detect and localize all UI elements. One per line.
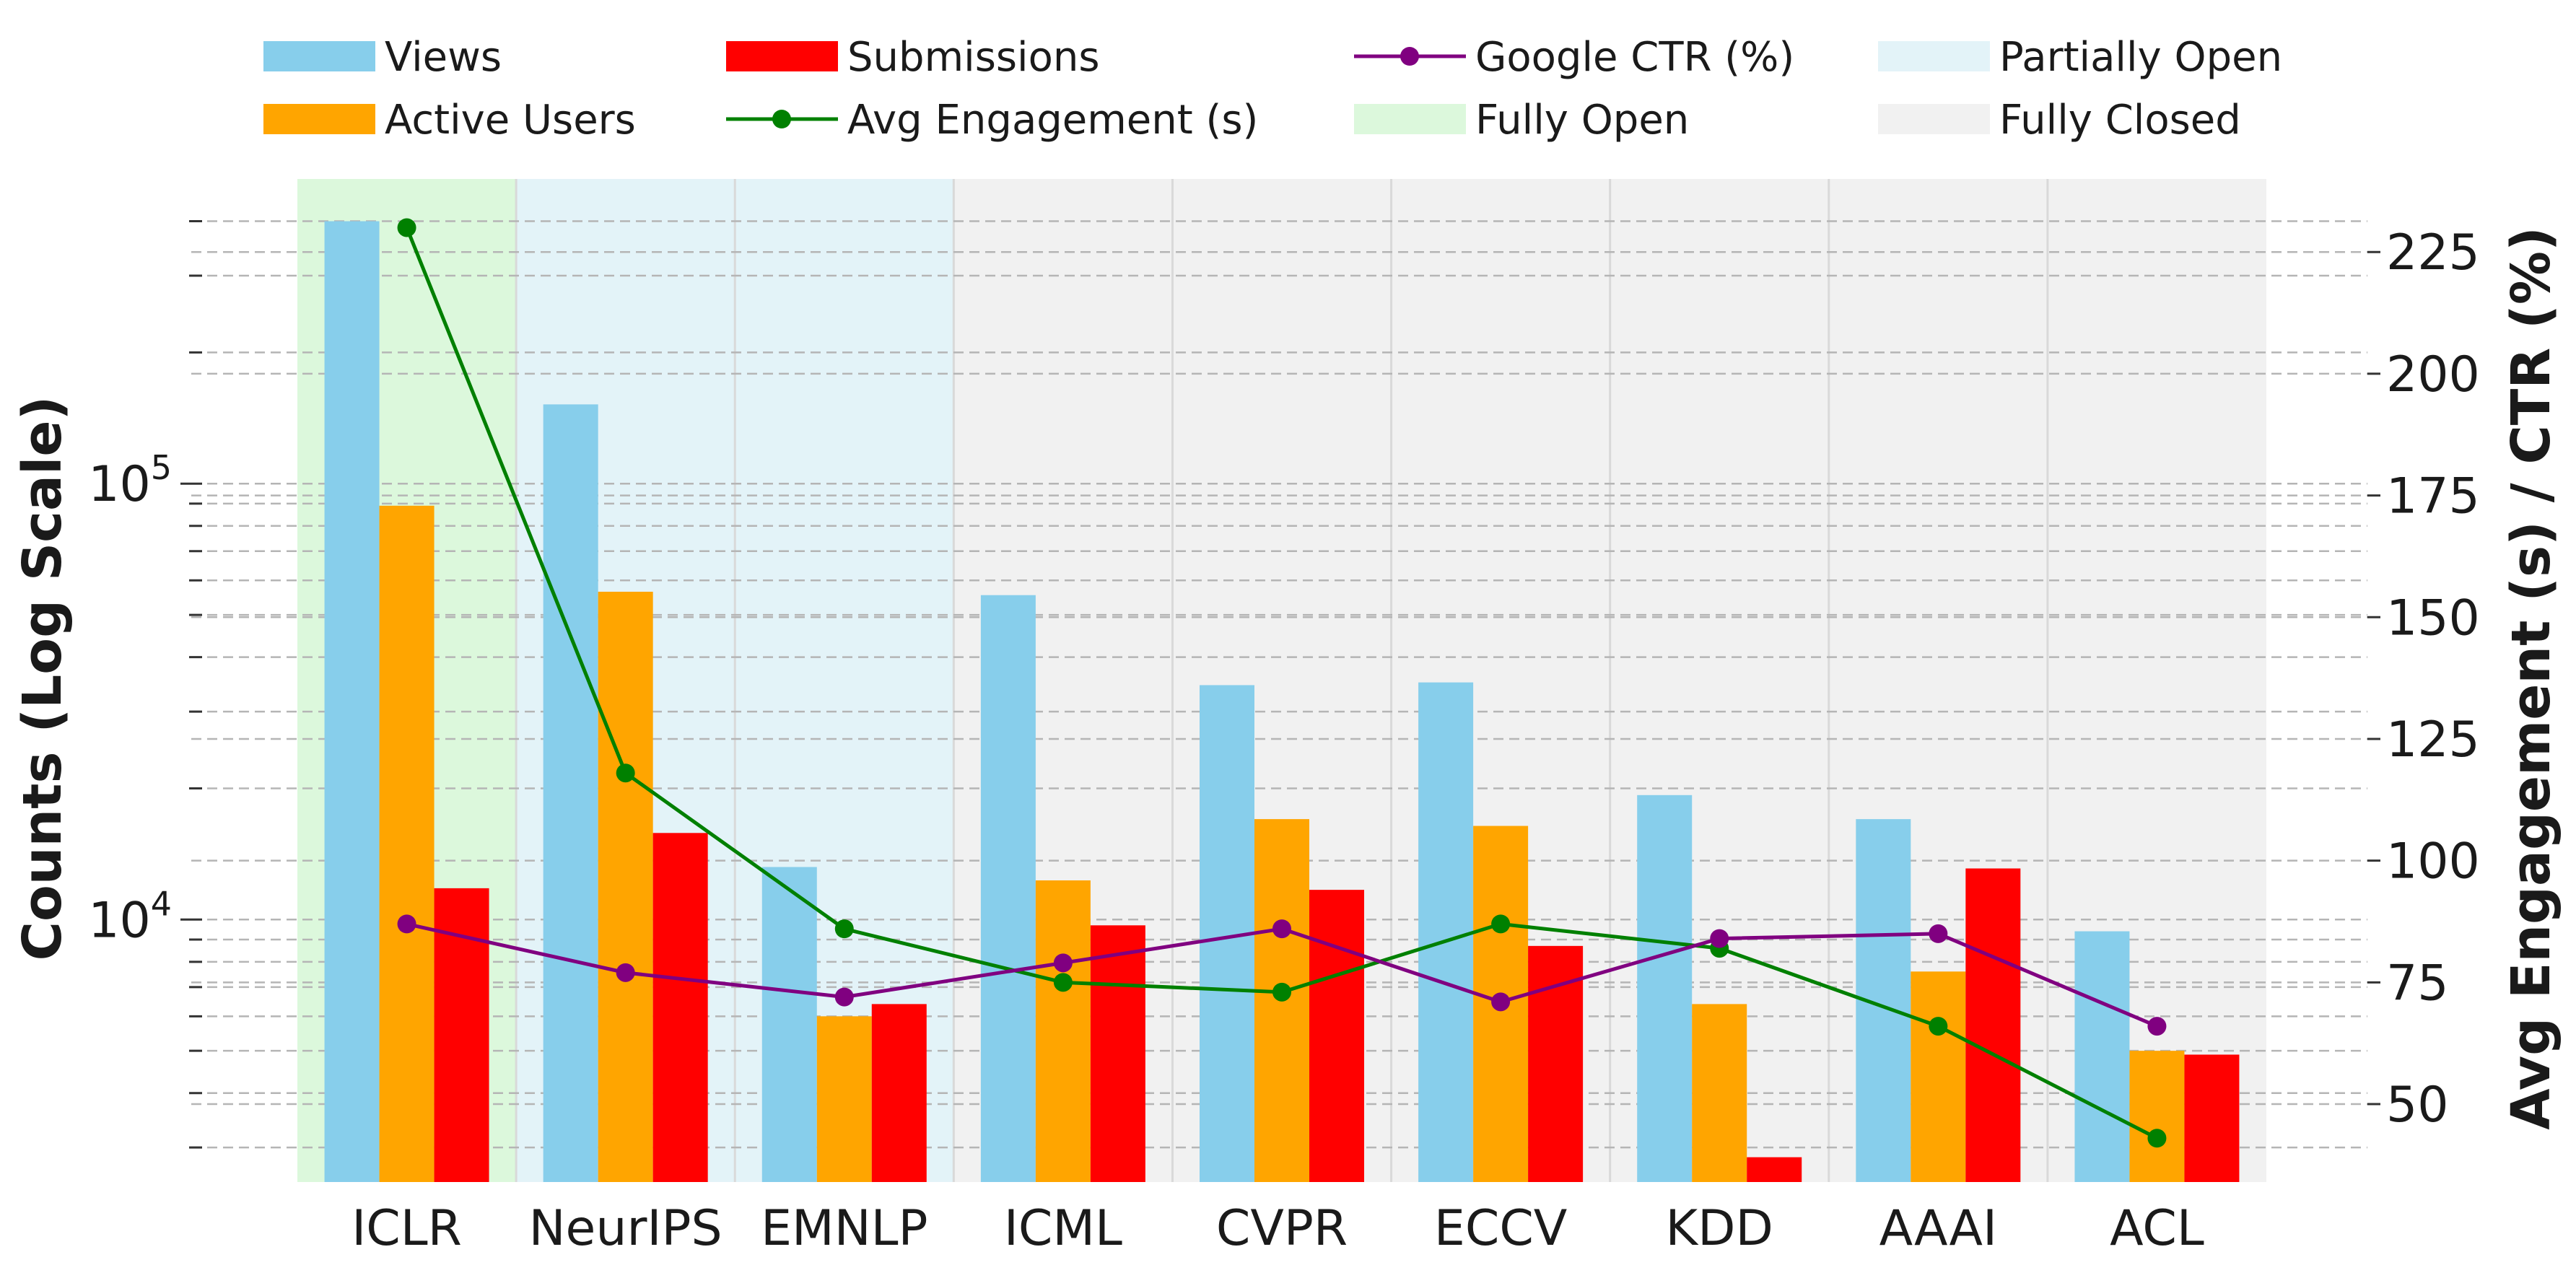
left-tick-label: 104 — [88, 884, 172, 949]
right-tick-label: 125 — [2386, 712, 2480, 769]
right-tick-label: 150 — [2386, 590, 2480, 647]
x-tick-label-aaai: AAAI — [1879, 1200, 1997, 1257]
right-axis-title: Avg Engagement (s) / CTR (%) — [2500, 227, 2562, 1130]
bar-submissions-emnlp — [871, 1004, 927, 1182]
left-axis-title: Counts (Log Scale) — [12, 396, 74, 961]
point-avg-engagement-s-eccv — [1491, 914, 1511, 934]
point-google-ctr-cvpr — [1272, 919, 1291, 939]
bar-submissions-neurips — [652, 833, 708, 1182]
bar-active-users-kdd — [1692, 1004, 1747, 1182]
legend-swatch — [1354, 104, 1466, 134]
legend-swatch — [263, 104, 375, 134]
legend-label: Views — [385, 34, 502, 81]
bar-views-icml — [980, 595, 1036, 1182]
legend-item-submissions: Submissions — [726, 34, 1100, 81]
x-tick-label-neurips: NeurIPS — [529, 1200, 722, 1257]
bar-submissions-acl — [2184, 1054, 2240, 1182]
legend-marker — [1400, 47, 1419, 66]
point-google-ctr-emnlp — [834, 987, 854, 1007]
point-google-ctr-acl — [2147, 1017, 2167, 1036]
legend-item-fully-open: Fully Open — [1354, 97, 1689, 144]
bar-active-users-aaai — [1911, 971, 1966, 1182]
right-tick-label: 100 — [2386, 833, 2480, 890]
legend-label: Fully Open — [1475, 97, 1689, 144]
x-tick-label-eccv: ECCV — [1434, 1200, 1567, 1257]
x-tick-label-emnlp: EMNLP — [761, 1200, 927, 1257]
right-tick-label: 75 — [2386, 955, 2449, 1012]
point-google-ctr-kdd — [1710, 929, 1729, 948]
bar-active-users-iclr — [379, 505, 435, 1182]
legend-item-google-ctr: Google CTR (%) — [1354, 34, 1794, 81]
point-google-ctr-eccv — [1491, 992, 1511, 1012]
bar-submissions-icml — [1090, 925, 1145, 1182]
point-google-ctr-aaai — [1929, 924, 1948, 943]
legend-marker — [772, 110, 791, 128]
legend-swatch — [1878, 104, 1990, 134]
x-tick-label-iclr: ICLR — [352, 1200, 462, 1257]
x-tick-label-acl: ACL — [2110, 1200, 2204, 1257]
point-avg-engagement-s-aaai — [1929, 1017, 1948, 1036]
lines-layer — [397, 218, 2167, 1148]
point-avg-engagement-s-cvpr — [1272, 982, 1291, 1002]
bar-views-kdd — [1637, 795, 1693, 1182]
legend-label: Google CTR (%) — [1475, 34, 1794, 81]
legend-item-active-users: Active Users — [263, 97, 636, 144]
bar-active-users-emnlp — [816, 1016, 872, 1182]
bar-submissions-aaai — [1965, 868, 2021, 1182]
legend-item-views: Views — [263, 34, 502, 81]
legend: Views Active Users Submissions Avg Engageme… — [263, 34, 2282, 144]
legend-label: Fully Closed — [1999, 97, 2241, 144]
bars-layer — [324, 221, 2240, 1183]
legend-label: Partially Open — [1999, 34, 2282, 81]
right-tick-label: 175 — [2386, 468, 2480, 525]
point-avg-engagement-s-emnlp — [834, 919, 854, 939]
legend-label: Active Users — [385, 97, 636, 144]
axes-layer: ICLR NeurIPS EMNLP ICML CVPR ECCV KDD AAAI ACL 10… — [88, 220, 2480, 1257]
legend-label: Submissions — [847, 34, 1100, 81]
legend-swatch — [1878, 41, 1990, 71]
bar-active-users-icml — [1035, 880, 1091, 1182]
point-avg-engagement-s-neurips — [616, 763, 635, 783]
right-tick-label: 50 — [2386, 1077, 2449, 1134]
point-avg-engagement-s-icml — [1053, 973, 1073, 992]
point-google-ctr-neurips — [616, 963, 635, 982]
bar-views-iclr — [324, 221, 380, 1182]
bar-views-eccv — [1418, 682, 1474, 1182]
bar-active-users-acl — [2129, 1051, 2185, 1182]
x-tick-label-cvpr: CVPR — [1216, 1200, 1348, 1257]
legend-swatch — [263, 41, 375, 71]
point-avg-engagement-s-acl — [2147, 1129, 2167, 1148]
bar-views-acl — [2074, 931, 2130, 1182]
bar-views-neurips — [543, 404, 598, 1183]
legend-item-avg-engagement-s: Avg Engagement (s) — [726, 97, 1258, 144]
x-tick-label-kdd: KDD — [1666, 1200, 1773, 1257]
x-tick-label-icml: ICML — [1004, 1200, 1122, 1257]
point-google-ctr-icml — [1053, 953, 1073, 973]
bar-views-emnlp — [761, 867, 817, 1182]
legend-label: Avg Engagement (s) — [847, 97, 1258, 144]
legend-swatch — [726, 41, 838, 71]
bar-submissions-cvpr — [1309, 890, 1364, 1182]
right-tick-label: 225 — [2386, 224, 2480, 281]
left-tick-label: 105 — [88, 448, 172, 513]
bar-submissions-kdd — [1747, 1157, 1802, 1182]
bar-active-users-neurips — [598, 592, 653, 1182]
point-avg-engagement-s-iclr — [397, 218, 416, 237]
legend-item-partially-open: Partially Open — [1878, 34, 2282, 81]
point-google-ctr-iclr — [397, 914, 416, 934]
right-tick-label: 200 — [2386, 346, 2480, 403]
legend-item-fully-closed: Fully Closed — [1878, 97, 2241, 144]
